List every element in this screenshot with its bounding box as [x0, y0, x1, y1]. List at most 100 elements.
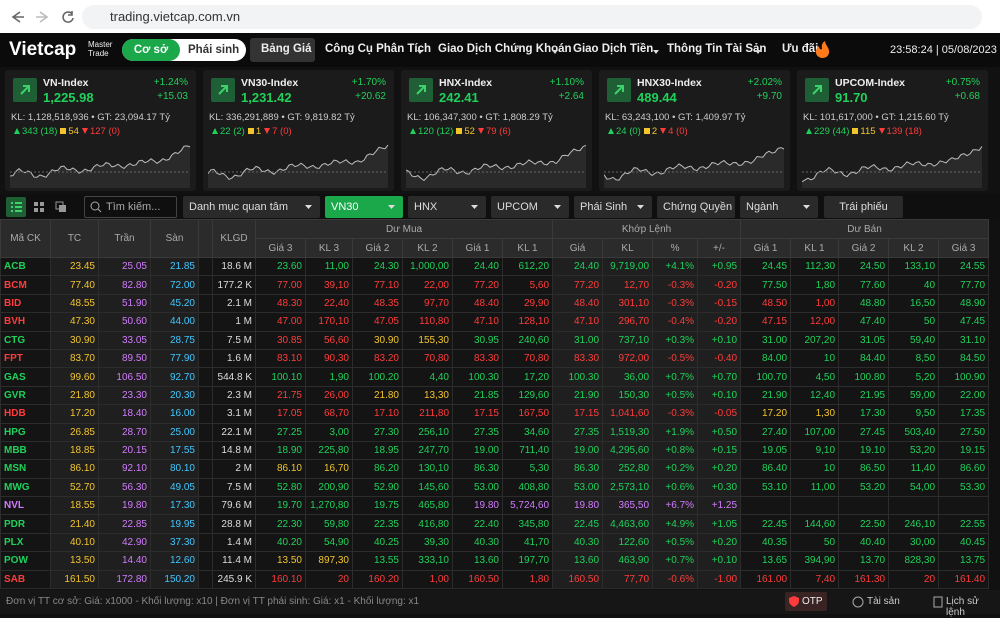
cell: -0.6% — [652, 569, 699, 590]
filter-button[interactable]: Trái phiếu — [824, 196, 903, 218]
cell: 13,30 — [402, 385, 453, 406]
symbol: MWG — [0, 477, 51, 498]
cell: 17.10 — [352, 404, 403, 424]
filter-button[interactable]: VN30 — [325, 196, 403, 218]
column-header[interactable]: Trần — [98, 219, 151, 258]
search-box[interactable]: Tìm kiếm... — [84, 196, 177, 218]
breadth: 24 (0) 2 4 (0) — [605, 126, 688, 137]
column-header: KL 1 — [501, 238, 554, 258]
stock-row[interactable]: ACB 23.45 25.05 21.85 18.6 M 23.60 11,00 24.30 1… — [0, 256, 990, 277]
column-header[interactable]: KLGD — [212, 219, 256, 258]
breadth-flat: 115 — [860, 126, 876, 137]
filter-button[interactable]: Phái Sinh — [574, 196, 652, 218]
cell: 150,30 — [602, 385, 654, 406]
url-bar[interactable]: trading.vietcap.com.vn — [82, 5, 982, 29]
breadth-icon — [247, 128, 254, 134]
stock-row[interactable]: POW 13.50 14.40 12.60 11.4 M 13.50 897,30 13.55… — [0, 551, 990, 571]
index-name: VN-Index — [43, 77, 89, 89]
index-change: +20.62 — [355, 91, 386, 102]
menu-item[interactable]: Giao Dịch Tiền — [573, 43, 654, 55]
stock-row[interactable]: PDR 21.40 22.85 19.95 28.8 M 22.30 59,80 22.35 4… — [0, 514, 990, 534]
cell: 161.00 — [740, 569, 792, 590]
symbol: PDR — [0, 514, 51, 534]
cell: 13.55 — [352, 551, 403, 571]
cell: 18.55 — [50, 496, 99, 516]
cell: 16.00 — [150, 404, 199, 424]
filter-button[interactable]: HNX — [408, 196, 486, 218]
cell: 84.40 — [838, 348, 890, 369]
column-header[interactable]: Sàn — [150, 219, 199, 258]
stock-row[interactable]: CTG 30.90 33.05 28.75 7.5 M 30.85 56,60 30.90 15… — [0, 330, 990, 350]
breadth: 229 (44) 115 139 (18) — [803, 126, 922, 137]
sort-toggle[interactable] — [198, 219, 213, 258]
index-card[interactable]: HNX30-Index 489.44 +2.02% +9.70 KL: 63,243,1… — [599, 70, 790, 191]
stock-row[interactable]: HDB 17.20 18.40 16.00 3.1 M 17.05 68,70 17.10 21… — [0, 404, 990, 424]
index-card[interactable]: UPCOM-Index 91.70 +0.75% +0.68 KL: 101,617,0… — [797, 70, 988, 191]
cell: 53.00 — [452, 477, 503, 498]
menu-item[interactable]: Bảng Giá — [261, 43, 312, 55]
stock-row[interactable]: BVH 47.30 50.60 44.00 1 M 47.00 170,10 47.05 110… — [0, 312, 990, 332]
menu-item[interactable]: Thông Tin Tài Sản — [667, 43, 767, 55]
cell: +4.9% — [652, 514, 699, 534]
column-header: Giá 3 — [255, 238, 306, 258]
stock-row[interactable]: NVL 18.55 19.80 17.30 79.6 M 19.70 1,270,80 19.… — [0, 496, 990, 516]
otp-button[interactable]: OTP — [785, 592, 827, 611]
stock-row[interactable]: MBB 18.85 20.15 17.55 14.8 M 18.90 225,80 18.95… — [0, 440, 990, 461]
cell: 207,20 — [790, 330, 840, 350]
breadth-down: 79 (6) — [485, 126, 511, 137]
row-spacer — [198, 293, 213, 314]
filter-button[interactable]: Danh mục quan tâm — [183, 196, 320, 218]
stock-row[interactable]: MSN 86.10 92.10 80.10 2 M 86.10 16,70 86.20 130,… — [0, 459, 990, 479]
caret-shape — [554, 205, 561, 209]
cell: 2.3 M — [212, 385, 256, 406]
column-header[interactable]: TC — [50, 219, 99, 258]
market-tab[interactable]: Cơ sở — [122, 39, 180, 61]
logo[interactable]: Vietcap — [9, 39, 77, 60]
stock-row[interactable]: HPG 26.85 28.70 25.00 22.1 M 27.25 3,00 27.30 25… — [0, 422, 990, 442]
cell: 12,40 — [790, 385, 840, 406]
cell: 47.00 — [255, 312, 306, 332]
cell: +1.25 — [697, 496, 742, 516]
stock-row[interactable]: GAS 99.60 106.50 92.70 544.8 K 100.10 1,90 100.… — [0, 367, 990, 387]
symbol: MBB — [0, 440, 51, 461]
index-card[interactable]: VN-Index 1,225.98 +1.24% +15.03 KL: 1,128,51… — [5, 70, 196, 191]
stock-row[interactable]: FPT 83.70 89.50 77.90 1.6 M 83.10 90,30 83.20 70… — [0, 348, 990, 369]
index-name: VN30-Index — [241, 77, 299, 89]
group-header: Dư Bán — [740, 219, 990, 239]
filter-button[interactable]: Ngành — [740, 196, 818, 218]
filter-button[interactable]: Chứng Quyền — [657, 196, 735, 218]
head-row: Mã CK TC Trần Sàn KLGD Dư Mua Khớp Lệnh Dư Bán — [0, 219, 990, 258]
menu-item[interactable]: Ưu đãi — [782, 43, 819, 55]
market-tab[interactable]: Phái sinh — [188, 44, 240, 56]
filter-button[interactable]: UPCOM — [491, 196, 569, 218]
stock-row[interactable]: BID 48.55 51.90 45.20 2.1 M 48.30 22,40 48.35 97… — [0, 293, 990, 314]
cell: 31.00 — [740, 330, 792, 350]
cell: 53.30 — [938, 477, 990, 498]
asset-icon — [852, 596, 864, 608]
index-card[interactable]: VN30-Index 1,231.42 +1.70% +20.62 KL: 336,29… — [203, 70, 394, 191]
menu-item[interactable]: Giao Dịch Chứng Khoán — [438, 43, 572, 55]
cell: 24.30 — [352, 256, 403, 277]
stock-row[interactable]: BCM 77.40 82.80 72.00 177.2 K 77.00 39,10 77.10… — [0, 275, 990, 295]
assets-button[interactable]: Tài sản — [867, 596, 900, 607]
cell: 3,00 — [305, 422, 353, 442]
stock-row[interactable]: GVR 21.80 23.30 20.30 2.3 M 21.75 26,00 21.80 13… — [0, 385, 990, 406]
column-header[interactable]: Mã CK — [0, 219, 51, 258]
sparkline-area — [802, 146, 982, 188]
breadth-up: 120 (12) — [418, 126, 454, 137]
sparkline-line — [208, 144, 389, 181]
stock-row[interactable]: MWG 52.70 56.30 49.05 7.5 M 52.80 200,90 52.90 1… — [0, 477, 990, 498]
cell: 21.40 — [50, 514, 99, 534]
symbol: HPG — [0, 422, 51, 442]
cell: 30.95 — [452, 330, 503, 350]
stock-row[interactable]: SAB 161.50 172.80 150.20 245.9 K 160.10 20 160.… — [0, 569, 990, 590]
row-spacer — [198, 551, 213, 571]
filter-label: Trái phiếu — [839, 201, 888, 213]
menu-item[interactable]: Công Cụ Phân Tích — [325, 43, 432, 55]
cell: 92.70 — [150, 367, 199, 387]
cell: 27.50 — [938, 422, 990, 442]
cell: 17.05 — [255, 404, 306, 424]
stock-row[interactable]: PLX 40.10 42.90 37.30 1.4 M 40.20 54,90 40.25 39… — [0, 532, 990, 553]
index-card[interactable]: HNX-Index 242.41 +1.10% +2.64 KL: 106,347,30… — [401, 70, 592, 191]
history-button[interactable]: Lịch sử lệnh — [946, 596, 979, 618]
